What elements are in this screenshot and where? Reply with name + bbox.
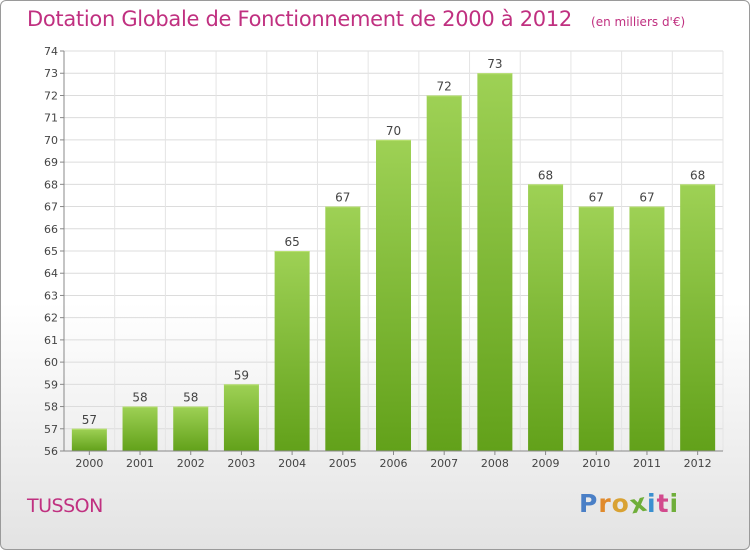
bar-2012 bbox=[680, 184, 716, 452]
value-label-2006: 70 bbox=[386, 124, 401, 138]
ytick-label-58: 58 bbox=[44, 401, 58, 414]
ytick-label-57: 57 bbox=[44, 423, 58, 436]
value-label-2005: 67 bbox=[335, 191, 350, 205]
xtick-label-2000: 2000 bbox=[75, 457, 103, 470]
unit-note: (en milliers d'€) bbox=[591, 15, 686, 29]
logo-letter: P bbox=[579, 489, 599, 518]
title-row: Dotation Globale de Fonctionnement de 20… bbox=[27, 7, 685, 31]
xtick-label-2004: 2004 bbox=[278, 457, 306, 470]
xtick-label-2008: 2008 bbox=[481, 457, 509, 470]
ytick-label-61: 61 bbox=[44, 334, 58, 347]
bar-2010 bbox=[578, 206, 614, 451]
xtick-label-2006: 2006 bbox=[380, 457, 408, 470]
bar-2001 bbox=[122, 406, 158, 451]
bar-2000 bbox=[71, 428, 107, 451]
ytick-label-67: 67 bbox=[44, 201, 58, 214]
xtick-label-2011: 2011 bbox=[633, 457, 661, 470]
logo-letter: t bbox=[656, 489, 670, 518]
axis-layer: 56 57 58 59 60 61 62 63 64 65 66 67 68 69 70 71 72 73 74 20… bbox=[44, 45, 723, 470]
value-label-2011: 67 bbox=[639, 191, 654, 205]
xtick-label-2010: 2010 bbox=[582, 457, 610, 470]
value-label-2004: 65 bbox=[284, 235, 299, 249]
value-label-2001: 58 bbox=[132, 391, 147, 405]
bar-2005 bbox=[325, 206, 361, 451]
xtick-label-2001: 2001 bbox=[126, 457, 154, 470]
xtick-label-2012: 2012 bbox=[684, 457, 712, 470]
ytick-label-60: 60 bbox=[44, 356, 58, 369]
xtick-label-2002: 2002 bbox=[177, 457, 205, 470]
value-label-2010: 67 bbox=[589, 191, 604, 205]
xtick-label-2009: 2009 bbox=[532, 457, 560, 470]
bar-2004 bbox=[274, 251, 310, 451]
ytick-label-65: 65 bbox=[44, 245, 58, 258]
value-label-2002: 58 bbox=[183, 391, 198, 405]
logo-letter: i bbox=[647, 489, 657, 518]
value-label-2007: 72 bbox=[437, 79, 452, 93]
bar-2007 bbox=[426, 95, 462, 451]
logo-letter: i bbox=[669, 489, 680, 518]
xtick-label-2003: 2003 bbox=[227, 457, 255, 470]
commune-name: TUSSON bbox=[27, 495, 103, 517]
ytick-label-70: 70 bbox=[44, 134, 58, 147]
ytick-label-71: 71 bbox=[44, 112, 58, 125]
xtick-label-2005: 2005 bbox=[329, 457, 357, 470]
ytick-label-56: 56 bbox=[44, 445, 58, 458]
value-label-2003: 59 bbox=[234, 368, 249, 382]
xtick-label-2007: 2007 bbox=[430, 457, 458, 470]
proxiti-logo[interactable]: Proxiti bbox=[579, 488, 680, 520]
logo-letter: r bbox=[598, 489, 612, 518]
ytick-label-59: 59 bbox=[44, 378, 58, 391]
value-label-2009: 68 bbox=[538, 168, 553, 182]
bar-layer bbox=[71, 73, 716, 452]
logo-letter: o bbox=[611, 489, 630, 518]
value-label-2012: 68 bbox=[690, 168, 705, 182]
bar-2011 bbox=[629, 206, 665, 451]
bar-2006 bbox=[376, 139, 411, 451]
value-label-2000: 57 bbox=[82, 413, 97, 427]
bar-2009 bbox=[528, 184, 564, 452]
ytick-label-74: 74 bbox=[44, 45, 58, 58]
ytick-label-73: 73 bbox=[44, 67, 58, 80]
ytick-label-64: 64 bbox=[44, 267, 58, 280]
label-layer: 57 58 58 59 65 67 70 72 73 68 67 67 68 bbox=[82, 57, 706, 427]
ytick-label-72: 72 bbox=[44, 89, 58, 102]
bar-2002 bbox=[173, 406, 209, 451]
ytick-label-68: 68 bbox=[44, 178, 58, 191]
bar-2003 bbox=[223, 384, 259, 451]
ytick-label-62: 62 bbox=[44, 312, 58, 325]
chart-title: Dotation Globale de Fonctionnement de 20… bbox=[27, 7, 572, 31]
ytick-label-63: 63 bbox=[44, 289, 58, 302]
ytick-label-69: 69 bbox=[44, 156, 58, 169]
value-label-2008: 73 bbox=[487, 57, 502, 71]
bar-2008 bbox=[477, 73, 513, 451]
ytick-label-66: 66 bbox=[44, 223, 58, 236]
